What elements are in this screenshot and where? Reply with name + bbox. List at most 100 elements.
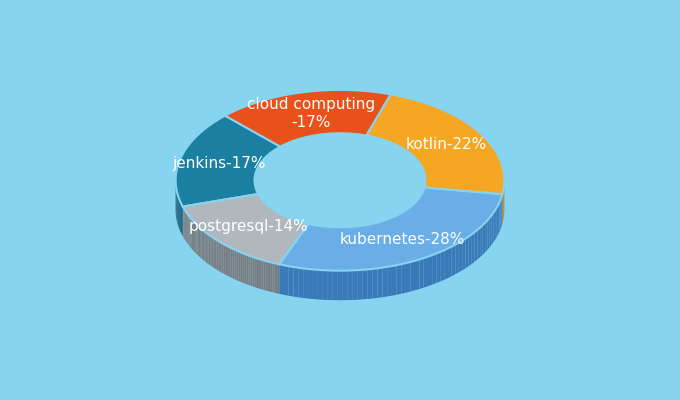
Polygon shape (362, 225, 364, 255)
Polygon shape (288, 218, 289, 248)
Polygon shape (296, 221, 298, 251)
Polygon shape (485, 220, 488, 252)
Polygon shape (231, 248, 233, 278)
Polygon shape (313, 225, 316, 255)
Polygon shape (300, 222, 301, 252)
Polygon shape (216, 240, 218, 270)
Polygon shape (381, 221, 384, 251)
Polygon shape (321, 226, 324, 256)
Polygon shape (488, 218, 490, 250)
Polygon shape (337, 227, 339, 257)
Polygon shape (374, 223, 377, 253)
Polygon shape (285, 216, 286, 246)
Polygon shape (289, 266, 294, 296)
Polygon shape (373, 268, 377, 298)
Polygon shape (203, 230, 204, 261)
Polygon shape (384, 220, 386, 250)
Polygon shape (188, 214, 189, 245)
Polygon shape (354, 226, 357, 256)
Polygon shape (402, 212, 403, 242)
Polygon shape (409, 207, 410, 238)
Polygon shape (204, 231, 206, 262)
Polygon shape (405, 210, 407, 240)
Polygon shape (401, 263, 406, 294)
Polygon shape (279, 188, 503, 271)
Polygon shape (358, 270, 362, 300)
Polygon shape (259, 259, 261, 289)
Polygon shape (396, 215, 398, 245)
Polygon shape (250, 256, 252, 286)
Polygon shape (299, 222, 300, 252)
Polygon shape (271, 208, 272, 238)
Polygon shape (263, 260, 266, 290)
Polygon shape (233, 249, 235, 279)
Polygon shape (284, 216, 285, 246)
Polygon shape (390, 218, 392, 248)
Polygon shape (415, 260, 420, 290)
Polygon shape (275, 263, 277, 293)
Polygon shape (294, 220, 296, 250)
Polygon shape (222, 243, 223, 274)
Polygon shape (240, 252, 242, 282)
Polygon shape (415, 201, 417, 232)
Polygon shape (403, 211, 405, 241)
Polygon shape (406, 262, 411, 293)
Polygon shape (206, 232, 207, 263)
Polygon shape (268, 262, 270, 292)
Polygon shape (483, 223, 485, 255)
Polygon shape (328, 270, 333, 300)
Polygon shape (209, 235, 210, 265)
Polygon shape (428, 255, 432, 286)
Polygon shape (411, 205, 413, 236)
Polygon shape (197, 224, 198, 255)
Polygon shape (279, 213, 280, 244)
Polygon shape (308, 269, 313, 299)
Polygon shape (444, 248, 448, 280)
Polygon shape (432, 254, 437, 285)
Polygon shape (277, 212, 278, 242)
Polygon shape (494, 210, 495, 242)
Polygon shape (333, 270, 338, 300)
Polygon shape (211, 237, 214, 268)
Polygon shape (394, 216, 396, 246)
Polygon shape (307, 224, 309, 254)
Polygon shape (456, 243, 459, 274)
Polygon shape (184, 209, 185, 240)
Polygon shape (194, 222, 195, 253)
Polygon shape (275, 211, 276, 241)
Polygon shape (274, 210, 275, 240)
Text: jenkins-17%: jenkins-17% (172, 156, 266, 171)
Polygon shape (195, 223, 197, 254)
Polygon shape (186, 212, 187, 243)
Polygon shape (268, 206, 269, 236)
Polygon shape (466, 236, 469, 268)
Polygon shape (331, 227, 334, 257)
Polygon shape (279, 264, 284, 295)
Polygon shape (400, 213, 402, 243)
Polygon shape (261, 260, 263, 290)
Polygon shape (282, 215, 283, 245)
Polygon shape (396, 264, 401, 295)
Polygon shape (291, 219, 292, 249)
Polygon shape (398, 214, 400, 244)
Polygon shape (499, 200, 500, 232)
Polygon shape (235, 250, 237, 280)
Polygon shape (477, 228, 480, 259)
Polygon shape (357, 226, 360, 256)
Polygon shape (183, 206, 184, 238)
Polygon shape (214, 238, 215, 268)
Polygon shape (207, 234, 209, 264)
Polygon shape (193, 220, 194, 252)
Polygon shape (388, 218, 390, 249)
Polygon shape (341, 227, 344, 257)
Polygon shape (175, 116, 280, 206)
Polygon shape (387, 266, 392, 296)
Polygon shape (344, 227, 347, 257)
Polygon shape (287, 217, 288, 247)
Polygon shape (290, 218, 291, 248)
Polygon shape (255, 258, 257, 288)
Polygon shape (309, 224, 311, 254)
Polygon shape (270, 207, 271, 238)
Polygon shape (284, 265, 289, 296)
Polygon shape (392, 265, 396, 296)
